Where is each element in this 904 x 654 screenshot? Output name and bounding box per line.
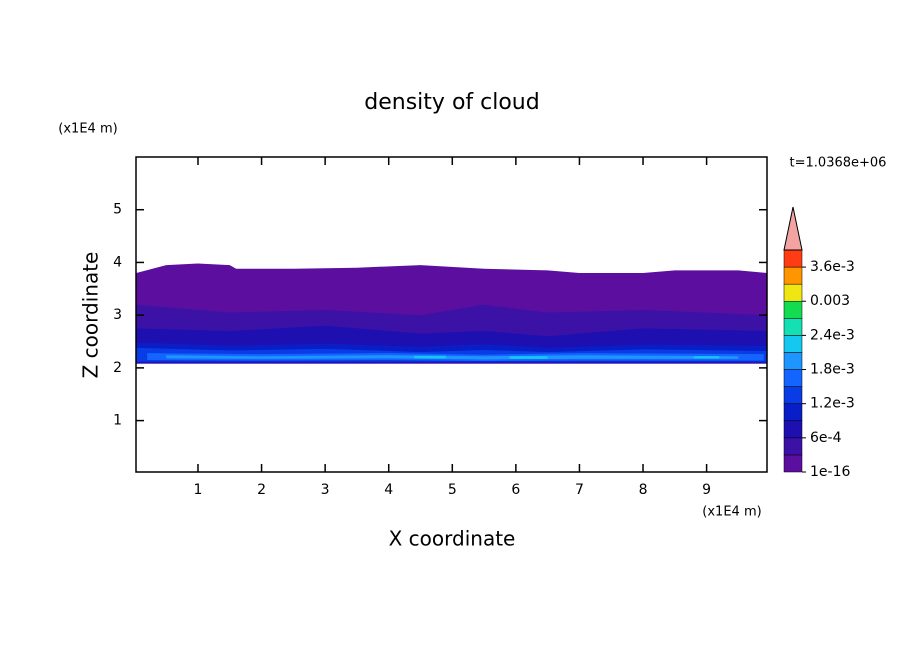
contour-region (414, 355, 446, 359)
x-tick-label: 9 (702, 482, 711, 498)
colorbar-swatch (783, 403, 803, 422)
x-axis-label: X coordinate (389, 527, 516, 551)
colorbar-tick-label: 1.8e-3 (810, 362, 855, 378)
colorbar-swatch (783, 454, 803, 473)
y-tick-label: 4 (113, 254, 122, 270)
colorbar-tick-label: 6e-4 (810, 430, 842, 446)
colorbar-swatch (783, 352, 803, 370)
contour-field (136, 263, 768, 364)
x-unit: (x1E4 m) (702, 505, 761, 520)
colorbar-swatch (783, 386, 803, 404)
colorbar-swatch (783, 300, 803, 319)
colorbar-tick-label: 0.003 (810, 293, 850, 309)
colorbar-swatch (783, 318, 803, 336)
x-tick-label: 5 (448, 482, 457, 498)
x-tick-label: 4 (384, 482, 393, 498)
colorbar-swatch (783, 283, 803, 302)
y-tick-label: 2 (113, 360, 122, 376)
x-tick-label: 7 (575, 482, 584, 498)
contour-region (509, 356, 548, 359)
y-tick-label: 1 (113, 413, 122, 429)
colorbar-tick-label: 1e-16 (810, 464, 850, 480)
x-tick-label: 3 (321, 482, 330, 498)
x-tick-label: 8 (639, 482, 648, 498)
y-unit: (x1E4 m) (58, 122, 117, 137)
colorbar-tick-label: 1.2e-3 (810, 396, 855, 412)
y-tick-label: 3 (113, 307, 122, 323)
x-tick-label: 2 (257, 482, 266, 498)
contour-region (693, 356, 720, 359)
colorbar-swatch (783, 369, 803, 387)
colorbar-swatch (783, 420, 803, 439)
colorbar-tick-label: 2.4e-3 (810, 327, 855, 343)
y-axis-label: Z coordinate (79, 252, 103, 379)
contour-region (166, 355, 739, 360)
chart-title: density of cloud (364, 90, 539, 115)
x-tick-label: 6 (511, 482, 520, 498)
x-tick-label: 1 (194, 482, 203, 498)
time-label: t=1.0368e+06 (790, 156, 887, 171)
y-tick-label: 5 (113, 202, 122, 218)
colorbar-swatch (783, 266, 803, 285)
colorbar-swatch (783, 249, 803, 268)
colorbar-tick-label: 3.6e-3 (810, 259, 855, 275)
colorbar-swatch (783, 437, 803, 456)
colorbar-extend (783, 206, 803, 251)
colorbar-swatch (783, 335, 803, 353)
